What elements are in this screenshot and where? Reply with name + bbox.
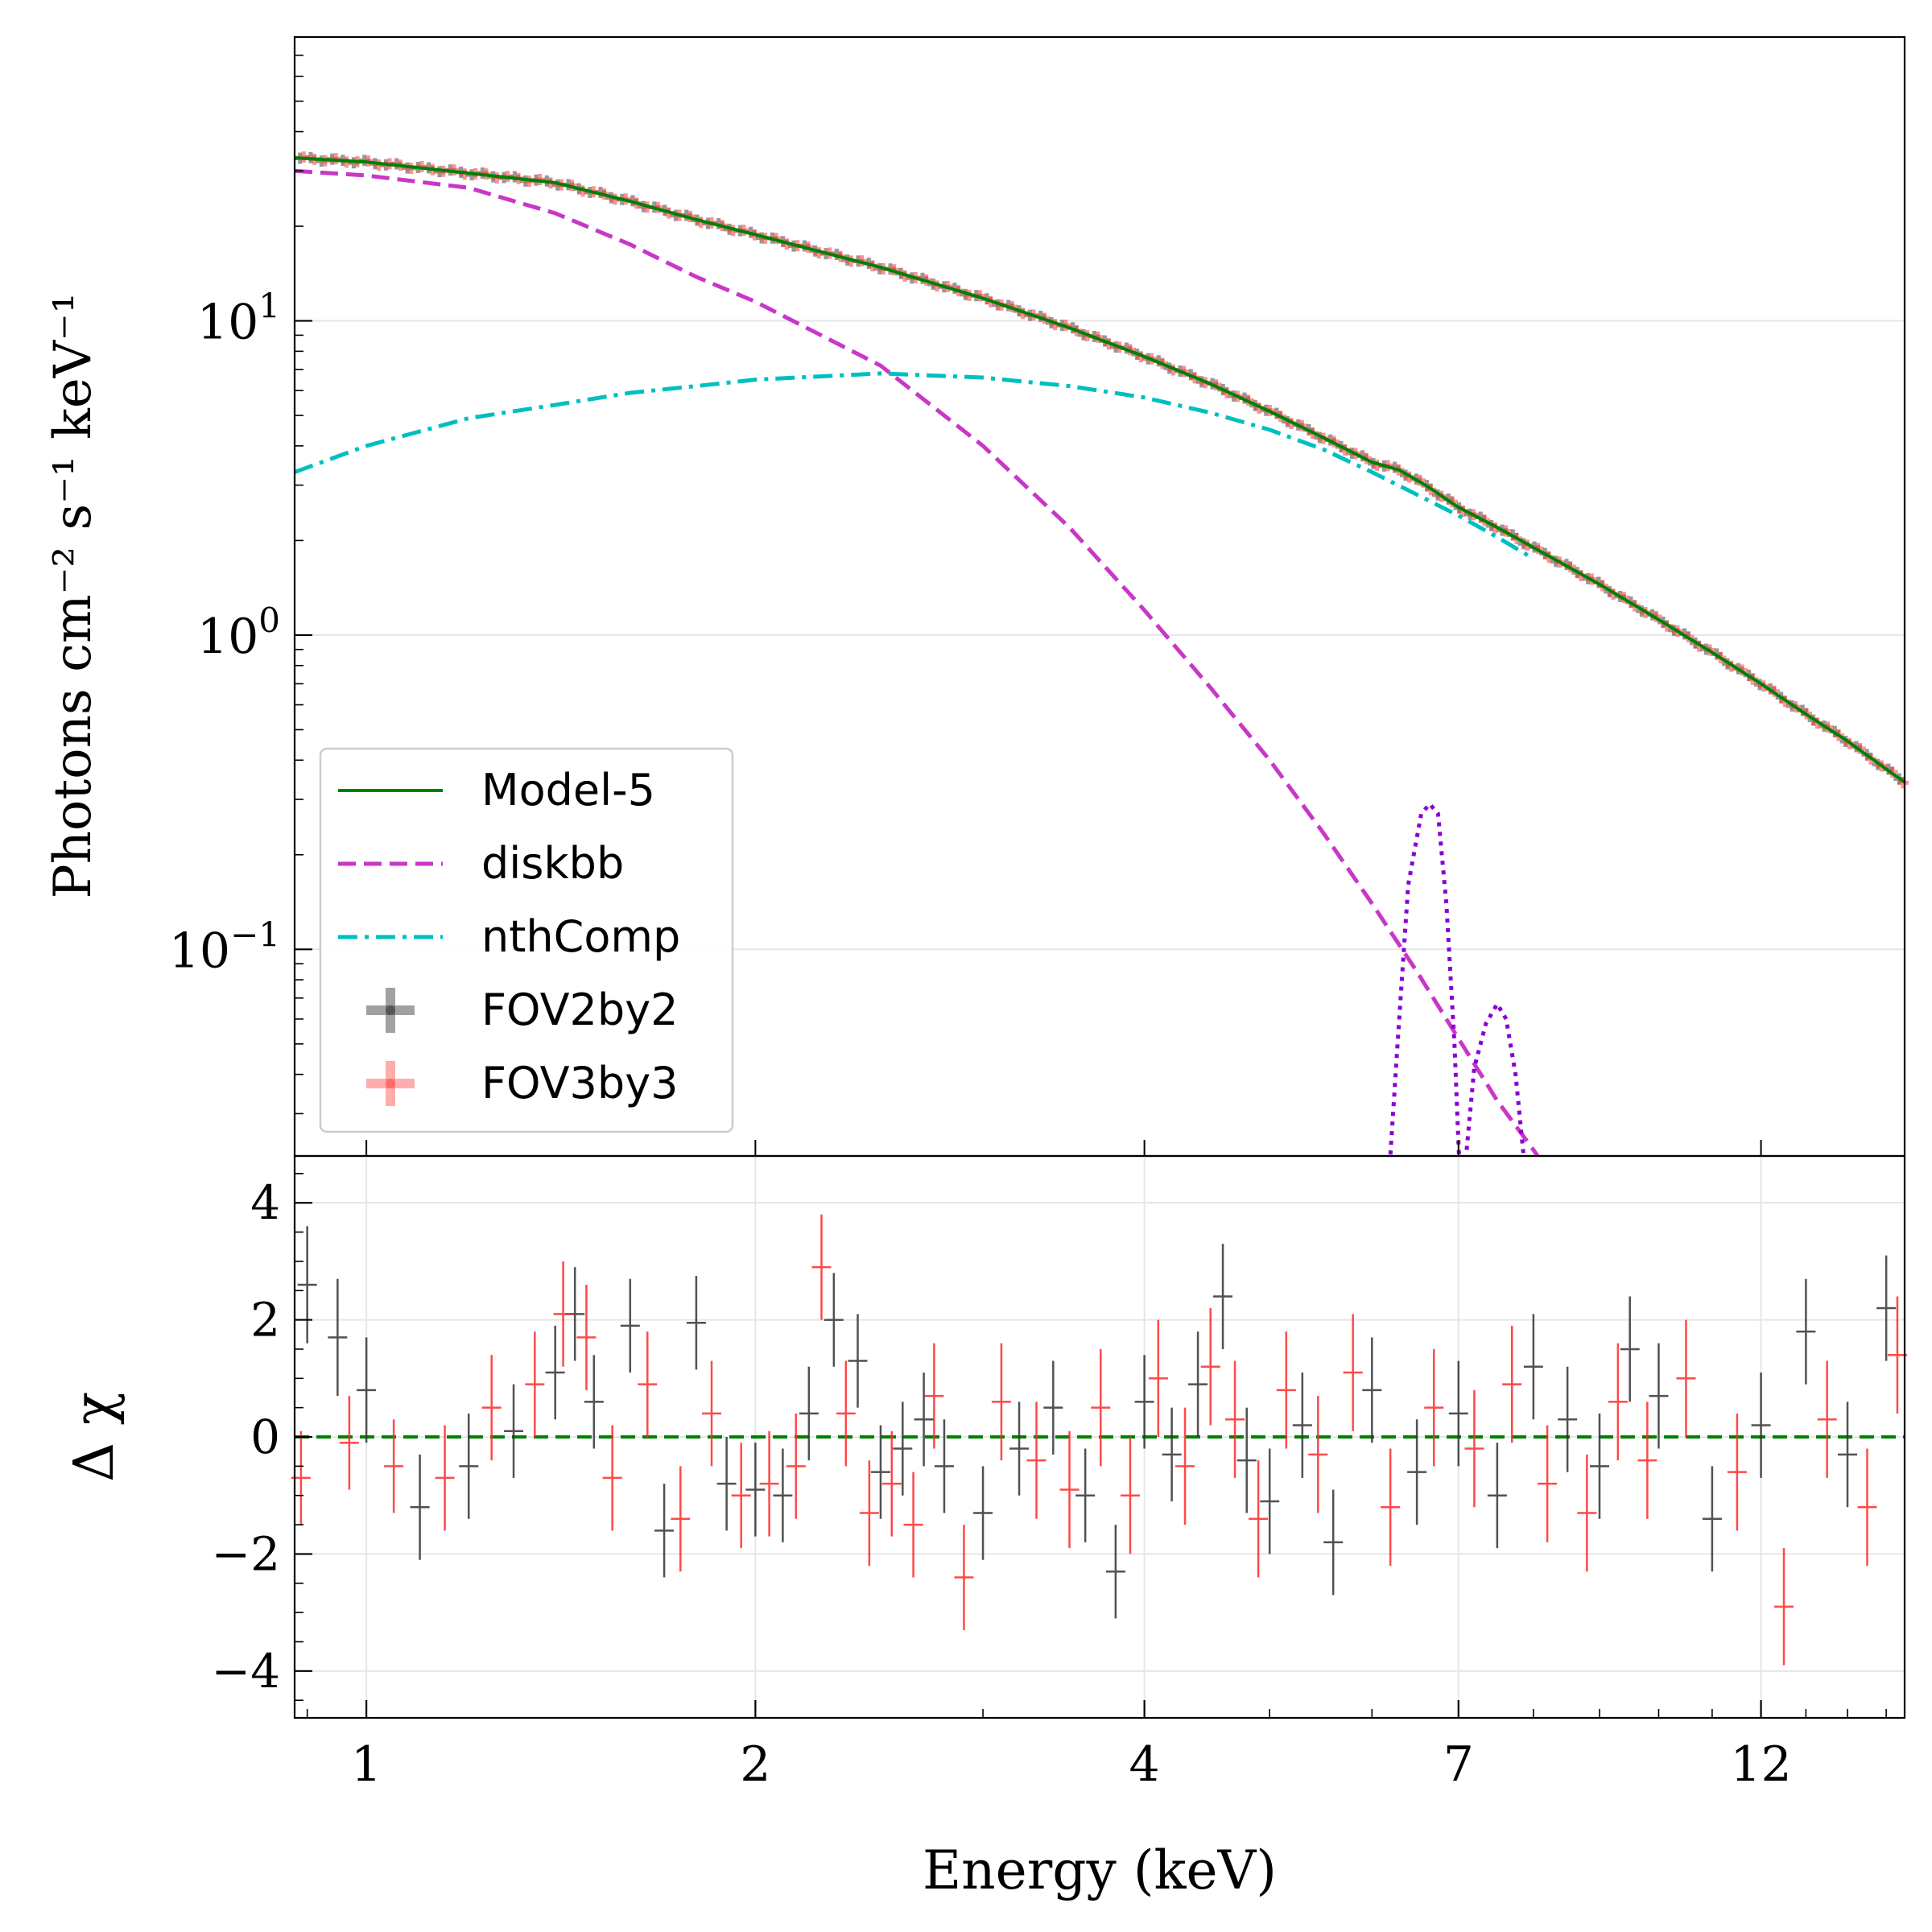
residual-y-axis-label: Δ χ <box>63 1392 126 1482</box>
residual-panel: 420−2−4 1 2 4 7 12 Δ χ Energy (keV) <box>63 1154 1907 1901</box>
x-axis-label: Energy (keV) <box>923 1839 1277 1901</box>
legend-marker <box>386 1005 395 1015</box>
legend-entry: nthComp <box>338 911 680 962</box>
residual-series-FOV3by3 <box>291 1214 1907 1666</box>
legend-label: FOV2by2 <box>481 985 679 1035</box>
x-tick-label: 2 <box>740 1736 770 1793</box>
y-tick-label: 101 <box>197 287 280 351</box>
y-tick-label: 10−1 <box>169 914 280 979</box>
legend-entry: FOV3by3 <box>366 1058 679 1108</box>
legend-entry: Model-5 <box>338 765 655 815</box>
spectrum-x-ticks <box>365 1140 1762 1156</box>
legend-entry: diskbb <box>338 838 624 889</box>
legend: Model-5 diskbb nthComp FOV2by2 FOV3by3 <box>319 747 734 1133</box>
residual-series-FOV2by2 <box>297 1226 1897 1619</box>
series-line-line-feature <box>1388 800 1526 1156</box>
legend-label: Model-5 <box>481 765 655 815</box>
spectrum-panel: 101 100 10−1 Photons cm⁻² s⁻¹ keV⁻¹ Model-… <box>43 35 1909 1158</box>
x-tick-label: 4 <box>1129 1736 1160 1793</box>
y-tick-label: 100 <box>197 601 280 665</box>
series-line-Model-5 <box>295 156 1905 784</box>
x-tick-label: 7 <box>1443 1736 1474 1793</box>
y-tick-label: 4 <box>250 1175 280 1230</box>
spectrum-model-lines <box>295 156 1905 1156</box>
residual-y-ticks: 4 2 0 −2 −4 <box>212 1173 312 1701</box>
y-tick-label: 0 <box>250 1410 280 1464</box>
legend-label: nthComp <box>481 911 680 962</box>
y-tick-label: −2 <box>212 1526 281 1581</box>
y-tick-label: −4 <box>212 1644 281 1699</box>
legend-marker <box>386 1079 395 1088</box>
x-tick-label: 1 <box>351 1736 382 1793</box>
spectrum-y-axis-label: Photons cm⁻² s⁻¹ keV⁻¹ <box>43 293 103 899</box>
legend-label: FOV3by3 <box>481 1058 679 1108</box>
legend-label: diskbb <box>481 838 624 889</box>
legend-entry: FOV2by2 <box>366 985 679 1035</box>
residual-data-points <box>291 1214 1907 1666</box>
spectrum-y-ticks: 101 100 10−1 <box>169 36 312 1115</box>
x-tick-label: 12 <box>1730 1736 1791 1793</box>
series-line-nthComp <box>295 371 1535 561</box>
residual-x-ticks: 1 2 4 7 12 <box>306 1700 1887 1793</box>
y-tick-label: 2 <box>250 1293 280 1348</box>
legend-box <box>319 747 734 1133</box>
